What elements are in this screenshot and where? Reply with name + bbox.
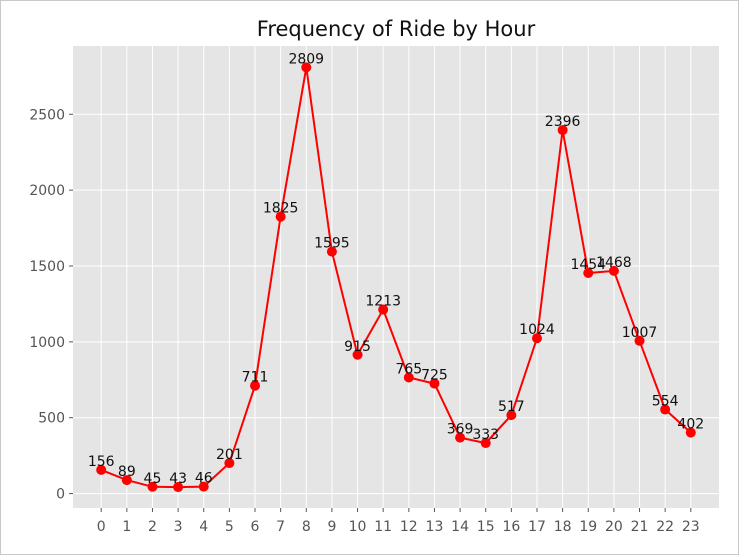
data-point — [173, 482, 184, 493]
data-point — [378, 304, 389, 315]
data-point — [121, 475, 132, 486]
gridlines — [73, 46, 719, 508]
data-point — [429, 378, 440, 389]
x-tick-label: 7 — [276, 519, 285, 535]
data-point — [685, 427, 696, 438]
x-tick-label: 0 — [97, 519, 106, 535]
data-point — [301, 62, 312, 73]
x-tick-label: 21 — [631, 519, 649, 535]
x-tick-label: 13 — [426, 519, 444, 535]
data-point — [224, 458, 235, 469]
x-tick-label: 18 — [554, 519, 572, 535]
x-tick-label: 5 — [225, 519, 234, 535]
data-point — [147, 481, 158, 492]
data-label: 201 — [216, 447, 243, 463]
data-label: 765 — [395, 362, 422, 378]
data-point — [506, 410, 517, 421]
data-point — [250, 380, 261, 391]
data-label: 915 — [344, 339, 371, 355]
y-tick-label: 500 — [38, 411, 65, 427]
plot-area — [73, 46, 719, 508]
x-tick-label: 11 — [374, 519, 392, 535]
data-point — [96, 464, 107, 475]
data-point — [403, 372, 414, 383]
data-label: 89 — [118, 464, 136, 480]
data-label: 45 — [144, 471, 162, 487]
data-label: 1468 — [596, 255, 632, 271]
data-label: 1024 — [519, 322, 555, 338]
data-label: 2809 — [288, 51, 324, 67]
data-label: 1213 — [365, 294, 401, 310]
x-tick-label: 16 — [502, 519, 520, 535]
y-tick-label: 0 — [56, 487, 65, 503]
data-label: 2396 — [545, 114, 581, 130]
data-point — [455, 432, 466, 443]
data-point — [634, 335, 645, 346]
data-label: 711 — [242, 370, 269, 386]
data-point — [352, 349, 363, 360]
x-tick-label: 10 — [349, 519, 367, 535]
x-axis: 0 1 2 3 4 5 6 7 8 9 10 11 12 13 14 15 16 17 18 19 20 21 22 23 — [97, 508, 700, 535]
x-tick-label: 9 — [327, 519, 336, 535]
data-point — [583, 267, 594, 278]
x-tick-label: 20 — [605, 519, 623, 535]
y-tick-label: 1500 — [29, 259, 65, 275]
data-label: 1454 — [570, 257, 606, 273]
x-tick-label: 6 — [251, 519, 260, 535]
x-tick-label: 2 — [148, 519, 157, 535]
data-point — [326, 246, 337, 257]
y-tick-label: 2500 — [29, 107, 65, 123]
series-markers — [96, 62, 696, 493]
data-point — [531, 333, 542, 344]
x-tick-label: 15 — [477, 519, 495, 535]
data-label: 517 — [498, 399, 525, 415]
y-tick-label: 2000 — [29, 183, 65, 199]
data-point — [480, 438, 491, 449]
data-label: 43 — [169, 471, 187, 487]
data-label: 369 — [447, 422, 474, 438]
x-tick-label: 19 — [579, 519, 597, 535]
data-label: 1595 — [314, 236, 350, 252]
data-label: 1825 — [263, 201, 299, 217]
data-point — [275, 211, 286, 222]
y-axis: 0 500 1000 1500 2000 2500 — [29, 107, 73, 503]
data-point — [198, 481, 209, 492]
data-label: 156 — [88, 454, 115, 470]
chart-title: Frequency of Ride by Hour — [257, 17, 536, 41]
data-label: 46 — [195, 471, 213, 487]
data-point — [660, 404, 671, 415]
x-tick-label: 17 — [528, 519, 546, 535]
y-tick-label: 1000 — [29, 335, 65, 351]
x-tick-label: 22 — [656, 519, 674, 535]
x-tick-label: 8 — [302, 519, 311, 535]
x-tick-label: 1 — [122, 519, 131, 535]
data-label: 1007 — [622, 325, 658, 341]
x-tick-label: 12 — [400, 519, 418, 535]
data-label: 333 — [472, 427, 499, 443]
x-tick-label: 23 — [682, 519, 700, 535]
data-label: 402 — [677, 417, 704, 433]
x-tick-label: 14 — [451, 519, 469, 535]
x-tick-label: 4 — [199, 519, 208, 535]
data-point — [557, 125, 568, 136]
data-label: 725 — [421, 368, 448, 384]
x-tick-label: 3 — [174, 519, 183, 535]
data-label: 554 — [652, 394, 679, 410]
data-point — [608, 265, 619, 276]
